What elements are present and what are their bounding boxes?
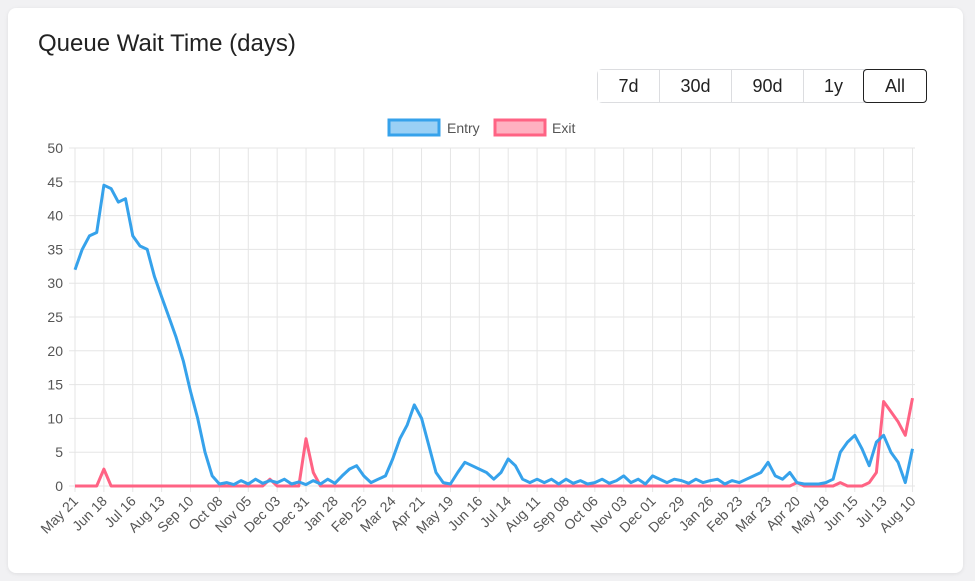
range-selector: 7d 30d 90d 1y All <box>597 69 927 103</box>
legend[interactable]: Entry Exit <box>387 118 575 137</box>
legend-label-exit[interactable]: Exit <box>552 120 575 136</box>
legend-label-entry[interactable]: Entry <box>447 120 480 136</box>
y-tick-label: 30 <box>47 275 63 291</box>
legend-swatch-entry[interactable] <box>387 118 441 137</box>
y-tick-label: 40 <box>47 208 63 224</box>
y-tick-label: 25 <box>47 309 63 325</box>
range-90d-button[interactable]: 90d <box>732 70 804 102</box>
range-all-button[interactable]: All <box>863 69 927 103</box>
y-tick-label: 5 <box>55 444 63 460</box>
chart-card: Queue Wait Time (days) 7d 30d 90d 1y All <box>8 8 963 573</box>
y-tick-label: 35 <box>47 241 63 257</box>
range-1y-button[interactable]: 1y <box>804 70 864 102</box>
y-tick-label: 20 <box>47 343 63 359</box>
y-tick-label: 0 <box>55 478 63 494</box>
y-tick-label: 10 <box>47 410 63 426</box>
y-tick-label: 50 <box>47 140 63 156</box>
range-30d-button[interactable]: 30d <box>660 70 732 102</box>
series-line-entry <box>73 183 914 487</box>
legend-swatch-exit[interactable] <box>493 118 547 137</box>
series-line-exit <box>75 397 914 488</box>
series-lines <box>73 183 914 488</box>
y-tick-label: 15 <box>47 377 63 393</box>
y-tick-label: 45 <box>47 174 63 190</box>
range-7d-button[interactable]: 7d <box>598 70 660 102</box>
chart-title: Queue Wait Time (days) <box>38 30 296 57</box>
x-tick-label: May 21 <box>37 493 81 537</box>
